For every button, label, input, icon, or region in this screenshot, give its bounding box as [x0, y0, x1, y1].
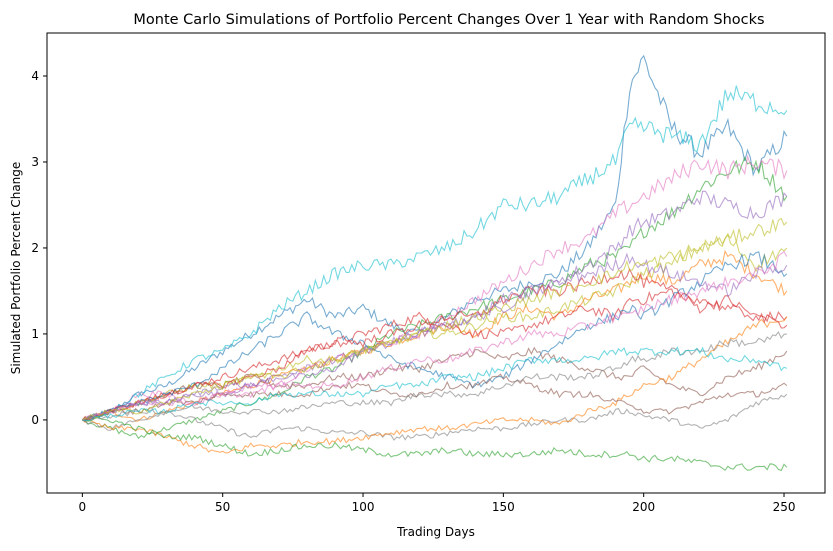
x-tick-label: 0	[79, 500, 87, 514]
series-line-3	[82, 156, 788, 440]
y-tick-label: 3	[31, 155, 39, 169]
series-line-17	[82, 250, 788, 421]
series-line-6	[82, 346, 788, 422]
series-line-20	[82, 346, 788, 422]
chart-title: Monte Carlo Simulations of Portfolio Per…	[133, 12, 764, 28]
series-line-9	[82, 232, 788, 421]
x-tick-label: 100	[352, 500, 375, 514]
x-tick-label: 250	[773, 500, 796, 514]
series-line-11	[82, 251, 788, 422]
series-line-8	[82, 393, 788, 441]
series-line-19	[82, 217, 788, 421]
series-line-12	[82, 316, 788, 454]
x-tick-label: 50	[215, 500, 230, 514]
series-line-13	[82, 417, 788, 472]
y-tick-label: 1	[31, 327, 39, 341]
x-tick-label: 150	[492, 500, 515, 514]
y-tick-label: 2	[31, 241, 39, 255]
series-line-7	[82, 154, 788, 422]
y-tick-label: 4	[31, 69, 39, 83]
series-line-15	[82, 252, 788, 423]
axes-layer: 0 50 100 150 200 250 0 1 2 3 4	[31, 32, 826, 514]
series-line-10	[82, 85, 788, 421]
y-tick-label: 0	[31, 413, 39, 427]
plot-frame	[46, 32, 826, 494]
x-tick-label: 200	[632, 500, 655, 514]
series-line-16	[82, 373, 788, 421]
series-line-1	[82, 54, 788, 421]
series-line-14	[81, 267, 788, 421]
x-axis-label: Trading Days	[396, 525, 475, 539]
y-axis-label: Simulated Portfolio Percent Change	[9, 162, 23, 375]
series-layer	[81, 54, 788, 472]
